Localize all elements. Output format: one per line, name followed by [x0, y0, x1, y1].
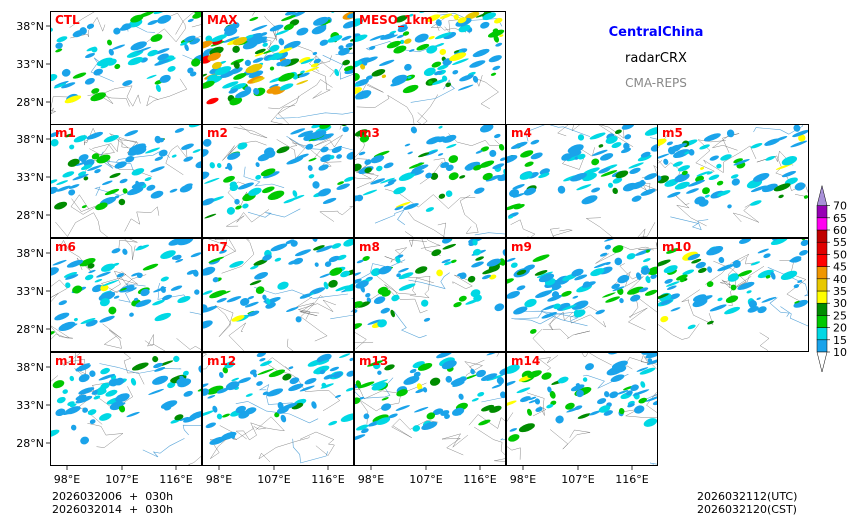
- lon-tick-label: 107°E: [561, 473, 594, 486]
- panel-m8: m8: [354, 238, 506, 352]
- lon-tick-label: 116°E: [159, 473, 192, 486]
- lat-tick-label: 38°N: [16, 20, 44, 33]
- panel-label: m1: [55, 126, 76, 140]
- colorbar-level-label: 30: [833, 297, 847, 310]
- lon-tick-label: 116°E: [311, 473, 344, 486]
- colorbar-swatch: [816, 241, 828, 255]
- colorbar-swatch: [816, 315, 828, 328]
- panel-label: m8: [359, 240, 380, 254]
- valid-time-utc: 2026032112(UTC): [697, 490, 798, 503]
- colorbar-level-label: 35: [833, 285, 847, 298]
- lat-tick-label: 33°N: [16, 171, 44, 184]
- panel-m12: m12: [202, 352, 354, 466]
- panel-label: CTL: [55, 13, 80, 27]
- panel-grid: CTL MAX MESO_1km m1 m2 m3 m4 m5 m6 m7 m8 m9 m10 m11 m1…: [50, 11, 809, 466]
- colorbar-swatch: [816, 302, 828, 316]
- panel-m3: m3: [354, 124, 506, 238]
- colorbar-swatch: [816, 266, 828, 280]
- panel-label: m9: [511, 240, 532, 254]
- panel-m1: m1: [50, 124, 202, 238]
- colorbar-level-label: 20: [833, 322, 847, 335]
- colorbar-level-label: 25: [833, 309, 847, 322]
- colorbar-level-label: 60: [833, 224, 847, 237]
- lat-tick-label: 38°N: [16, 361, 44, 374]
- colorbar-swatch: [816, 254, 828, 267]
- panel-m9: m9: [506, 238, 658, 352]
- colorbar-level-label: 40: [833, 273, 847, 286]
- panel-m5: m5: [657, 124, 809, 238]
- colorbar-level-label: 15: [833, 334, 847, 347]
- panel-m14: m14: [506, 352, 658, 466]
- colorbar-swatch: [816, 290, 828, 304]
- lon-tick-label: 98°E: [510, 473, 536, 486]
- panel-m4: m4: [506, 124, 658, 238]
- panel-ctl: CTL: [50, 11, 202, 125]
- colorbar-max-arrow: [816, 185, 828, 206]
- colorbar-level-label: 10: [833, 346, 847, 359]
- latitude-labels: 38°N 33°N 28°N 38°N 33°N 28°N 38°N 33°N 28°N 38°N…: [16, 20, 50, 450]
- panel-m11: m11: [50, 352, 202, 466]
- panel-m13: m13: [354, 352, 506, 466]
- panel-meso-1km: MESO_1km: [354, 11, 506, 125]
- init-time-line2: 2026032014 + 030h: [52, 503, 174, 516]
- colorbar-level-label: 50: [833, 248, 847, 261]
- source-title: CMA-REPS: [625, 76, 687, 90]
- panel-label: m6: [55, 240, 76, 254]
- panel-label: m11: [55, 354, 84, 368]
- colorbar-swatch: [816, 229, 828, 243]
- lat-tick-label: 33°N: [16, 399, 44, 412]
- lon-tick-label: 98°E: [54, 473, 80, 486]
- panel-label: m4: [511, 126, 532, 140]
- panel-label: m3: [359, 126, 380, 140]
- lon-tick-label: 107°E: [257, 473, 290, 486]
- colorbar-swatch: [816, 278, 828, 292]
- panel-label: m14: [511, 354, 540, 368]
- lat-tick-label: 28°N: [16, 209, 44, 222]
- panel-m2: m2: [202, 124, 354, 238]
- panel-label: m10: [662, 240, 691, 254]
- panel-m6: m6: [50, 238, 202, 352]
- lat-tick-label: 33°N: [16, 58, 44, 71]
- colorbar-level-label: 65: [833, 212, 847, 225]
- colorbar-swatch: [816, 327, 828, 341]
- init-time-line1: 2026032006 + 030h: [52, 490, 174, 503]
- colorbar-level-label: 70: [833, 200, 847, 213]
- lat-tick-label: 38°N: [16, 133, 44, 146]
- colorbar-level-label: 45: [833, 261, 847, 274]
- longitude-labels: 98°E 107°E 116°E 98°E 107°E 116°E 98°E 107°E 116…: [54, 466, 649, 486]
- region-title: CentralChina: [609, 25, 704, 40]
- panel-max: MAX: [202, 11, 354, 125]
- lat-tick-label: 28°N: [16, 96, 44, 109]
- panel-label: m5: [662, 126, 683, 140]
- valid-time-cst: 2026032120(CST): [697, 503, 797, 516]
- lon-tick-label: 116°E: [463, 473, 496, 486]
- lat-tick-label: 28°N: [16, 323, 44, 336]
- colorbar-level-label: 55: [833, 236, 847, 249]
- colorbar-swatch: [816, 205, 828, 219]
- panel-label: MESO_1km: [359, 13, 433, 28]
- lon-tick-label: 107°E: [105, 473, 138, 486]
- lon-tick-label: 116°E: [615, 473, 648, 486]
- colorbar-swatch: [816, 217, 828, 231]
- colorbar-swatch: [816, 339, 828, 353]
- colorbar-min-arrow: [816, 351, 828, 373]
- panel-m7: m7: [202, 238, 354, 352]
- panel-label: m7: [207, 240, 228, 254]
- panel-label: m13: [359, 354, 388, 368]
- variable-title: radarCRX: [625, 51, 687, 66]
- panel-label: m12: [207, 354, 236, 368]
- lat-tick-label: 38°N: [16, 247, 44, 260]
- panel-m10: m10: [657, 238, 809, 352]
- lon-tick-label: 98°E: [206, 473, 232, 486]
- lat-tick-label: 28°N: [16, 437, 44, 450]
- lon-tick-label: 98°E: [358, 473, 384, 486]
- lat-tick-label: 33°N: [16, 285, 44, 298]
- panel-label: MAX: [207, 13, 238, 27]
- panel-label: m2: [207, 126, 228, 140]
- lon-tick-label: 107°E: [409, 473, 442, 486]
